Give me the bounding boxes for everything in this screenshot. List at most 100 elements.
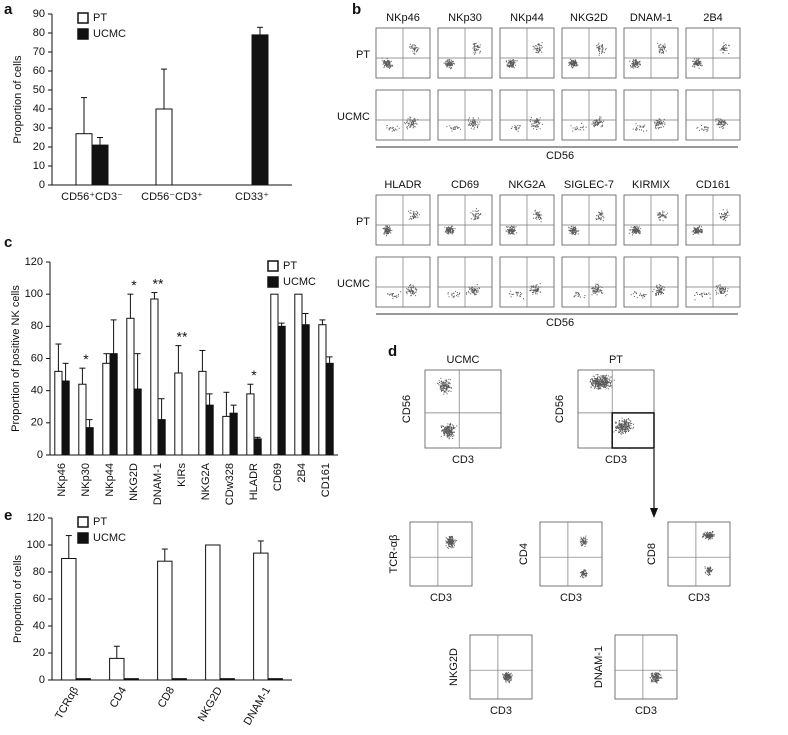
y-axis-label: CD56	[554, 395, 566, 423]
y-tick-label: 60	[33, 65, 45, 77]
bar	[246, 393, 255, 456]
y-tick-label: 0	[39, 179, 45, 191]
bar	[253, 438, 262, 456]
bar	[267, 678, 283, 681]
y-axis-label: DNAM-1	[593, 646, 605, 688]
y-axis-label: CD56	[401, 395, 413, 423]
x-axis-label: CD3	[635, 705, 657, 717]
y-tick-label: 60	[31, 352, 43, 364]
bar	[157, 419, 166, 456]
legend-swatch	[267, 260, 279, 272]
bar	[222, 415, 231, 456]
significance: *	[83, 351, 89, 367]
legend-label: PT	[93, 516, 107, 528]
marker-label: DNAM-1	[630, 12, 672, 24]
plot-frame	[424, 369, 502, 449]
bar	[171, 678, 187, 681]
bar	[109, 657, 125, 681]
bar	[85, 427, 94, 456]
bar	[102, 362, 111, 456]
dot-cloud	[443, 42, 481, 70]
row-label: UCMC	[337, 111, 370, 123]
x-tick-label: NKp44	[104, 463, 116, 497]
dot-cloud	[570, 116, 605, 132]
bar	[198, 370, 207, 456]
bar	[270, 293, 279, 456]
x-tick-label: CD161	[320, 463, 332, 497]
x-tick-label: CD4	[108, 685, 129, 710]
bar	[157, 560, 173, 681]
x-tick-label: NKp30	[80, 463, 92, 497]
legend-label: UCMC	[93, 28, 126, 40]
marker-label: NKG2A	[508, 179, 546, 191]
y-tick-label: 30	[33, 122, 45, 134]
legend-swatch	[77, 532, 89, 544]
panel-letter: a	[4, 1, 13, 18]
panel-letter: b	[352, 1, 361, 18]
x-axis-label: CD56	[546, 317, 574, 329]
dot-cloud	[444, 208, 482, 235]
y-axis-label: Proportion of cells	[12, 55, 24, 144]
y-tick-label: 80	[31, 320, 43, 332]
x-tick-label: HLADR	[248, 463, 260, 500]
x-axis-label: CD3	[452, 454, 474, 466]
y-axis-label: Proportion of cells	[12, 554, 24, 643]
x-tick-label: CDw328	[224, 463, 236, 505]
dot-cloud	[568, 210, 605, 236]
legend-swatch	[77, 516, 89, 528]
bar	[75, 678, 91, 681]
x-tick-label: CD56⁺CD3⁻	[61, 191, 123, 203]
marker-label: NKG2D	[570, 12, 608, 24]
dot-cloud	[447, 284, 480, 298]
dot-cloud	[505, 209, 543, 235]
bar	[301, 324, 310, 456]
bar	[294, 293, 303, 456]
x-tick-label: 2B4	[296, 463, 308, 483]
panel-letter: d	[388, 343, 397, 360]
plot-frame	[469, 634, 533, 700]
y-tick-label: 20	[33, 647, 45, 659]
legend-label: UCMC	[283, 276, 316, 288]
bar	[133, 388, 142, 456]
x-axis-label: CD3	[688, 592, 710, 604]
marker-label: CD69	[451, 179, 479, 191]
bar	[205, 544, 221, 681]
significance: **	[177, 328, 188, 344]
y-tick-label: 0	[37, 449, 43, 461]
y-axis-label: NKG2D	[448, 648, 460, 686]
bar	[205, 404, 214, 456]
y-tick-label: 100	[25, 288, 43, 300]
bar	[318, 324, 327, 456]
dot-cloud	[628, 210, 669, 236]
dot-cloud	[382, 210, 420, 237]
marker-label: SIGLEC-7	[564, 179, 614, 191]
x-axis-label: CD3	[490, 705, 512, 717]
dot-cloud	[446, 117, 481, 132]
x-tick-label: NKG2D	[196, 685, 225, 724]
dot-cloud	[579, 535, 588, 579]
x-tick-label: KIRs	[176, 463, 188, 487]
bar	[253, 552, 269, 681]
bar	[126, 317, 135, 456]
x-tick-label: NKG2D	[128, 463, 140, 501]
legend-swatch	[77, 28, 89, 40]
x-axis-label: CD3	[605, 454, 627, 466]
dot-cloud	[649, 670, 663, 684]
marker-label: NKp44	[510, 12, 544, 24]
gate	[611, 412, 655, 449]
y-tick-label: 40	[33, 620, 45, 632]
y-tick-label: 120	[25, 256, 43, 268]
significance: *	[251, 367, 257, 383]
y-tick-label: 40	[33, 103, 45, 115]
x-tick-label: CD69	[272, 463, 284, 491]
x-axis-label: CD3	[430, 592, 452, 604]
plot-title: UCMC	[447, 354, 480, 366]
marker-label: NKp46	[386, 12, 420, 24]
x-tick-label: CD56⁻CD3⁺	[141, 191, 203, 203]
dot-cloud	[630, 284, 665, 299]
row-label: PT	[356, 216, 370, 228]
y-axis-label: CD8	[646, 543, 658, 565]
y-tick-label: 100	[27, 539, 45, 551]
dot-cloud	[696, 118, 729, 132]
legend-swatch	[267, 276, 279, 288]
